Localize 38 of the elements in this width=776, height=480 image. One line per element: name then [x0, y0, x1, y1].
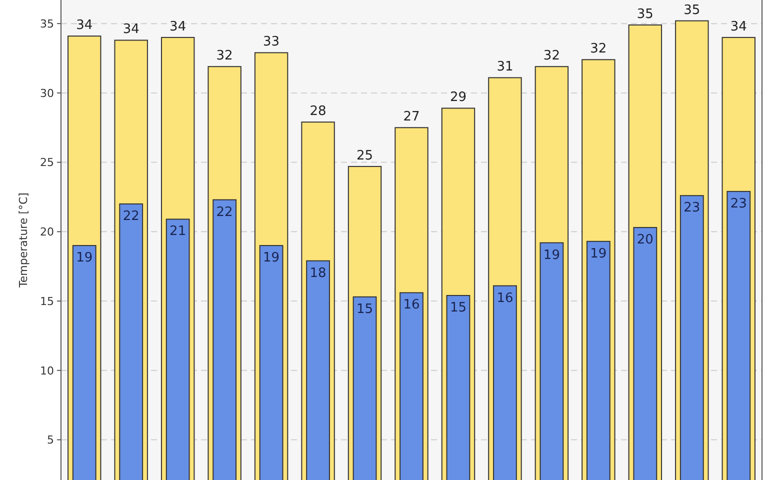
- data-label: 16: [496, 290, 514, 306]
- data-label: 19: [76, 250, 93, 266]
- data-label: 34: [170, 19, 186, 34]
- data-label: 32: [543, 48, 560, 64]
- data-label: 15: [356, 302, 374, 317]
- data-label: 35: [684, 2, 700, 18]
- data-label: 20: [636, 232, 654, 248]
- data-label: 23: [730, 196, 747, 212]
- data-label: 32: [590, 42, 607, 57]
- data-label: 25: [356, 148, 374, 164]
- data-label: 28: [310, 104, 326, 120]
- data-label: 18: [310, 266, 326, 281]
- data-label: 19: [263, 250, 280, 266]
- data-label: 35: [636, 6, 654, 22]
- data-label: 29: [450, 90, 467, 106]
- y-tick-label: 15: [40, 294, 54, 308]
- data-label: 22: [122, 208, 140, 224]
- y-tick-label: 20: [40, 226, 54, 239]
- data-label: 15: [450, 300, 467, 316]
- data-label: 31: [496, 60, 514, 75]
- y-axis-title: Temperature [°C]: [17, 192, 30, 288]
- data-label: 33: [263, 34, 280, 50]
- data-label: 27: [403, 110, 420, 125]
- data-label: 21: [170, 224, 186, 240]
- data-label: 34: [76, 18, 93, 34]
- y-tick-label: 25: [40, 156, 54, 170]
- data-label: 22: [216, 204, 233, 220]
- y-tick-label: 10: [40, 364, 54, 378]
- data-label: 19: [543, 248, 560, 263]
- data-label: 19: [590, 246, 607, 262]
- y-tick-label: 30: [40, 86, 54, 100]
- data-label: 23: [684, 200, 700, 216]
- y-tick-label: 5: [47, 434, 54, 447]
- data-label: 16: [403, 298, 420, 313]
- data-label: 34: [122, 22, 140, 38]
- y-tick-label: 35: [40, 17, 54, 30]
- data-label: 32: [216, 48, 233, 64]
- data-label: 34: [730, 19, 747, 34]
